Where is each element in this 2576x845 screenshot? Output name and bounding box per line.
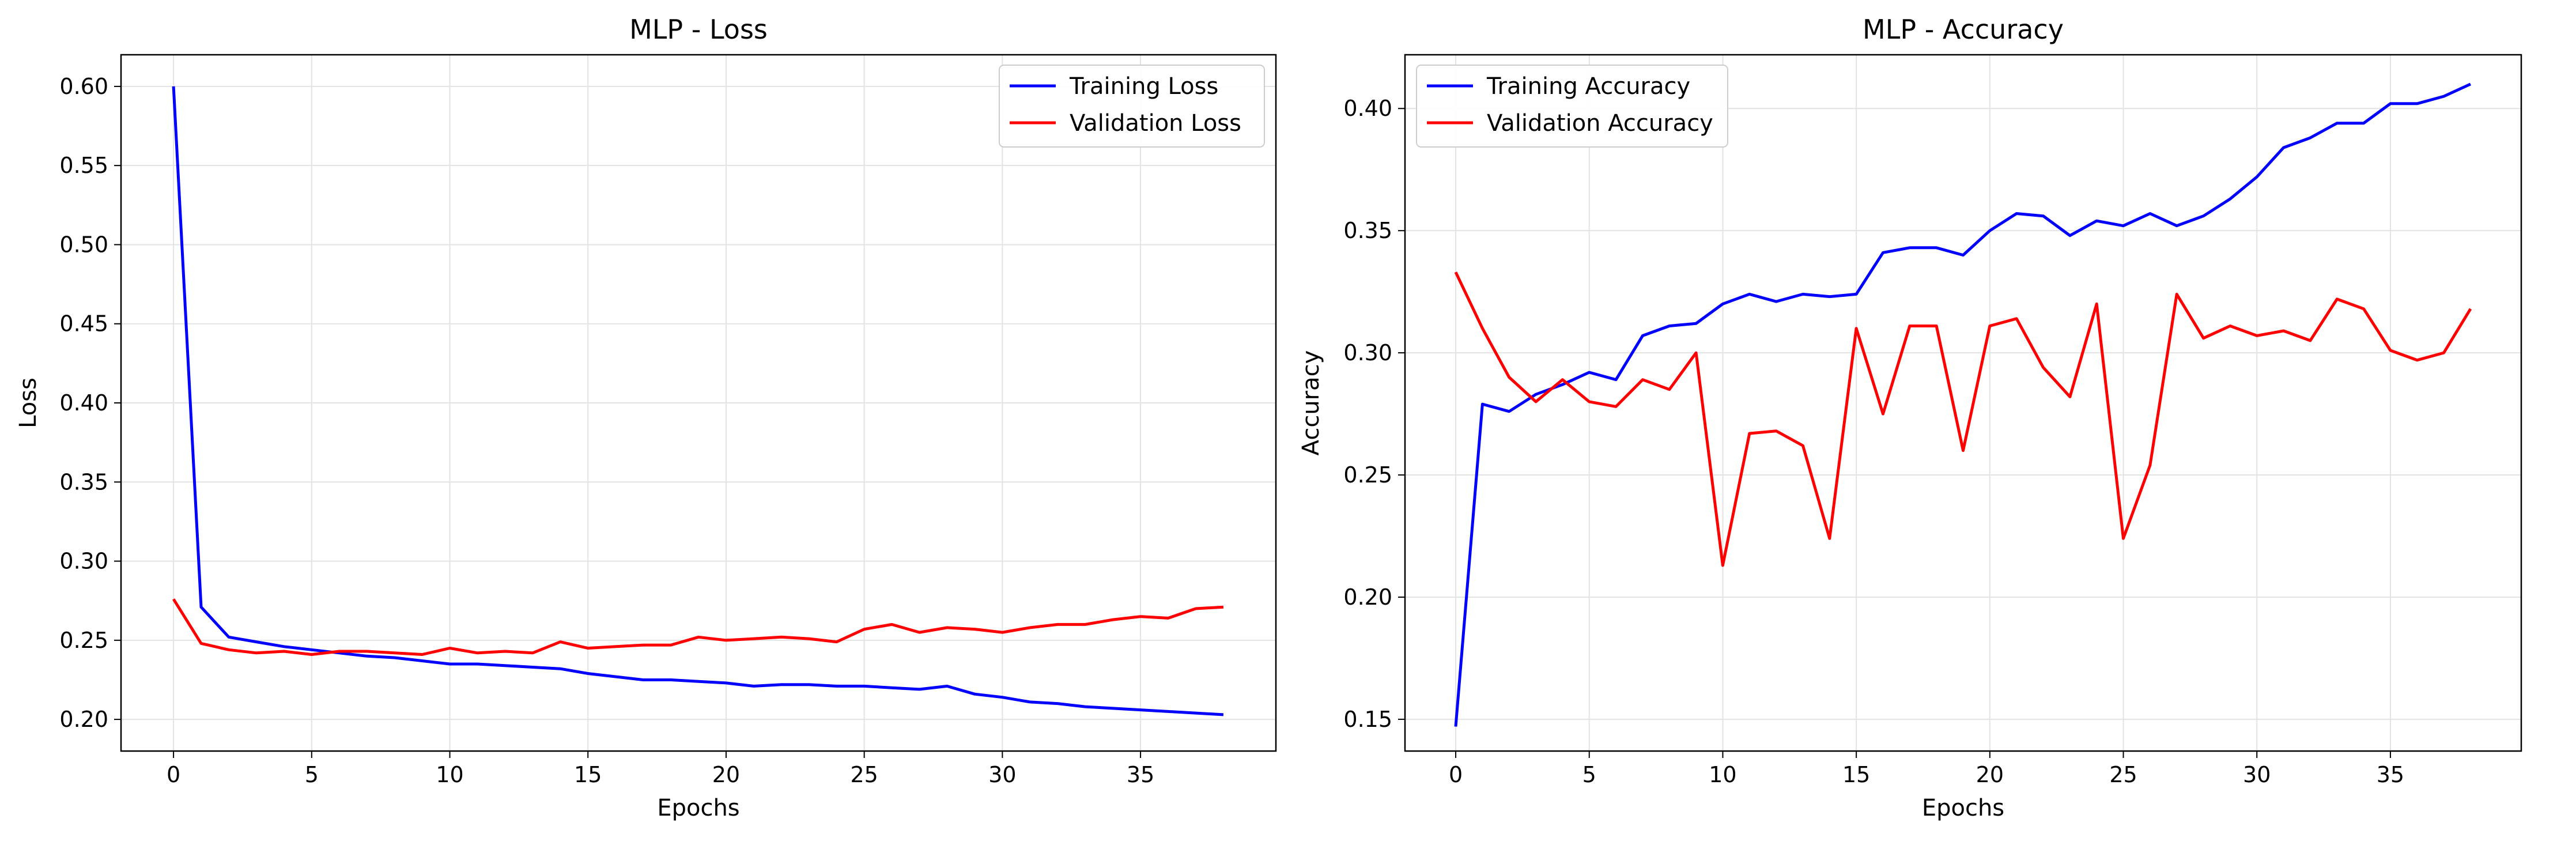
chart-title: MLP - Loss [629,14,768,45]
x-axis-label: Epochs [1922,795,2004,821]
y-axis-label: Loss [15,378,41,428]
y-tick-label: 0.50 [59,232,108,257]
x-tick-label: 20 [1976,762,2004,787]
x-tick-label: 5 [1582,762,1596,787]
y-tick-label: 0.40 [1343,96,1392,121]
legend-label: Validation Loss [1070,110,1241,137]
y-tick-label: 0.35 [59,469,108,495]
accuracy-chart: 0 5 10 15 20 25 30 35 0.15 0.20 0.25 0.30 0.35 0.40 ML… [1298,14,2522,821]
x-tick-label: 35 [2377,762,2404,787]
series-line-training-loss [172,86,1224,716]
y-tick-label: 0.45 [59,311,108,337]
loss-chart: 0 5 10 15 20 25 30 35 0.20 0.25 0.30 0.35 0.40 0.45 0.… [15,14,1277,821]
chart-title: MLP - Accuracy [1863,14,2064,45]
y-tick-label: 0.30 [59,549,108,574]
plot-frame [120,54,1277,752]
x-tick-label: 25 [2109,762,2137,787]
x-tick-label: 35 [1127,762,1154,787]
legend-box [999,65,1265,148]
x-tick-label: 15 [1842,762,1870,787]
x-tick-label: 0 [1449,762,1463,787]
x-tick-label: 25 [850,762,878,787]
y-tick-label: 0.55 [59,153,108,178]
x-tick-label: 10 [1709,762,1736,787]
legend-label: Validation Accuracy [1487,110,1713,137]
y-tick-label: 0.15 [1343,707,1392,732]
x-tick-label: 30 [2243,762,2271,787]
legend: Training Loss Validation Loss [999,65,1265,148]
y-tick-label: 0.60 [59,74,108,99]
y-axis-label: Accuracy [1298,350,1324,456]
plot-frame [1404,54,2522,752]
y-tick-label: 0.25 [1343,462,1392,488]
series-line-validation-loss [172,598,1224,656]
series-line-validation-accuracy [1454,271,2472,567]
y-tick-label: 0.20 [1343,584,1392,610]
y-tick-label: 0.35 [1343,218,1392,243]
x-tick-label: 10 [436,762,463,787]
x-tick-label: 15 [574,762,602,787]
y-tick-label: 0.20 [59,707,108,732]
y-tick-label: 0.40 [59,390,108,416]
legend-label: Training Accuracy [1486,73,1690,100]
y-tick-label: 0.30 [1343,340,1392,365]
legend-box [1416,65,1728,148]
x-tick-label: 30 [988,762,1016,787]
series-line-training-accuracy [1454,82,2472,727]
legend-label: Training Loss [1069,73,1218,100]
x-tick-label: 0 [167,762,180,787]
x-tick-label: 20 [712,762,740,787]
x-axis-label: Epochs [657,795,739,821]
y-tick-label: 0.25 [59,628,108,653]
legend: Training Accuracy Validation Accuracy [1416,65,1728,148]
x-tick-label: 5 [305,762,319,787]
